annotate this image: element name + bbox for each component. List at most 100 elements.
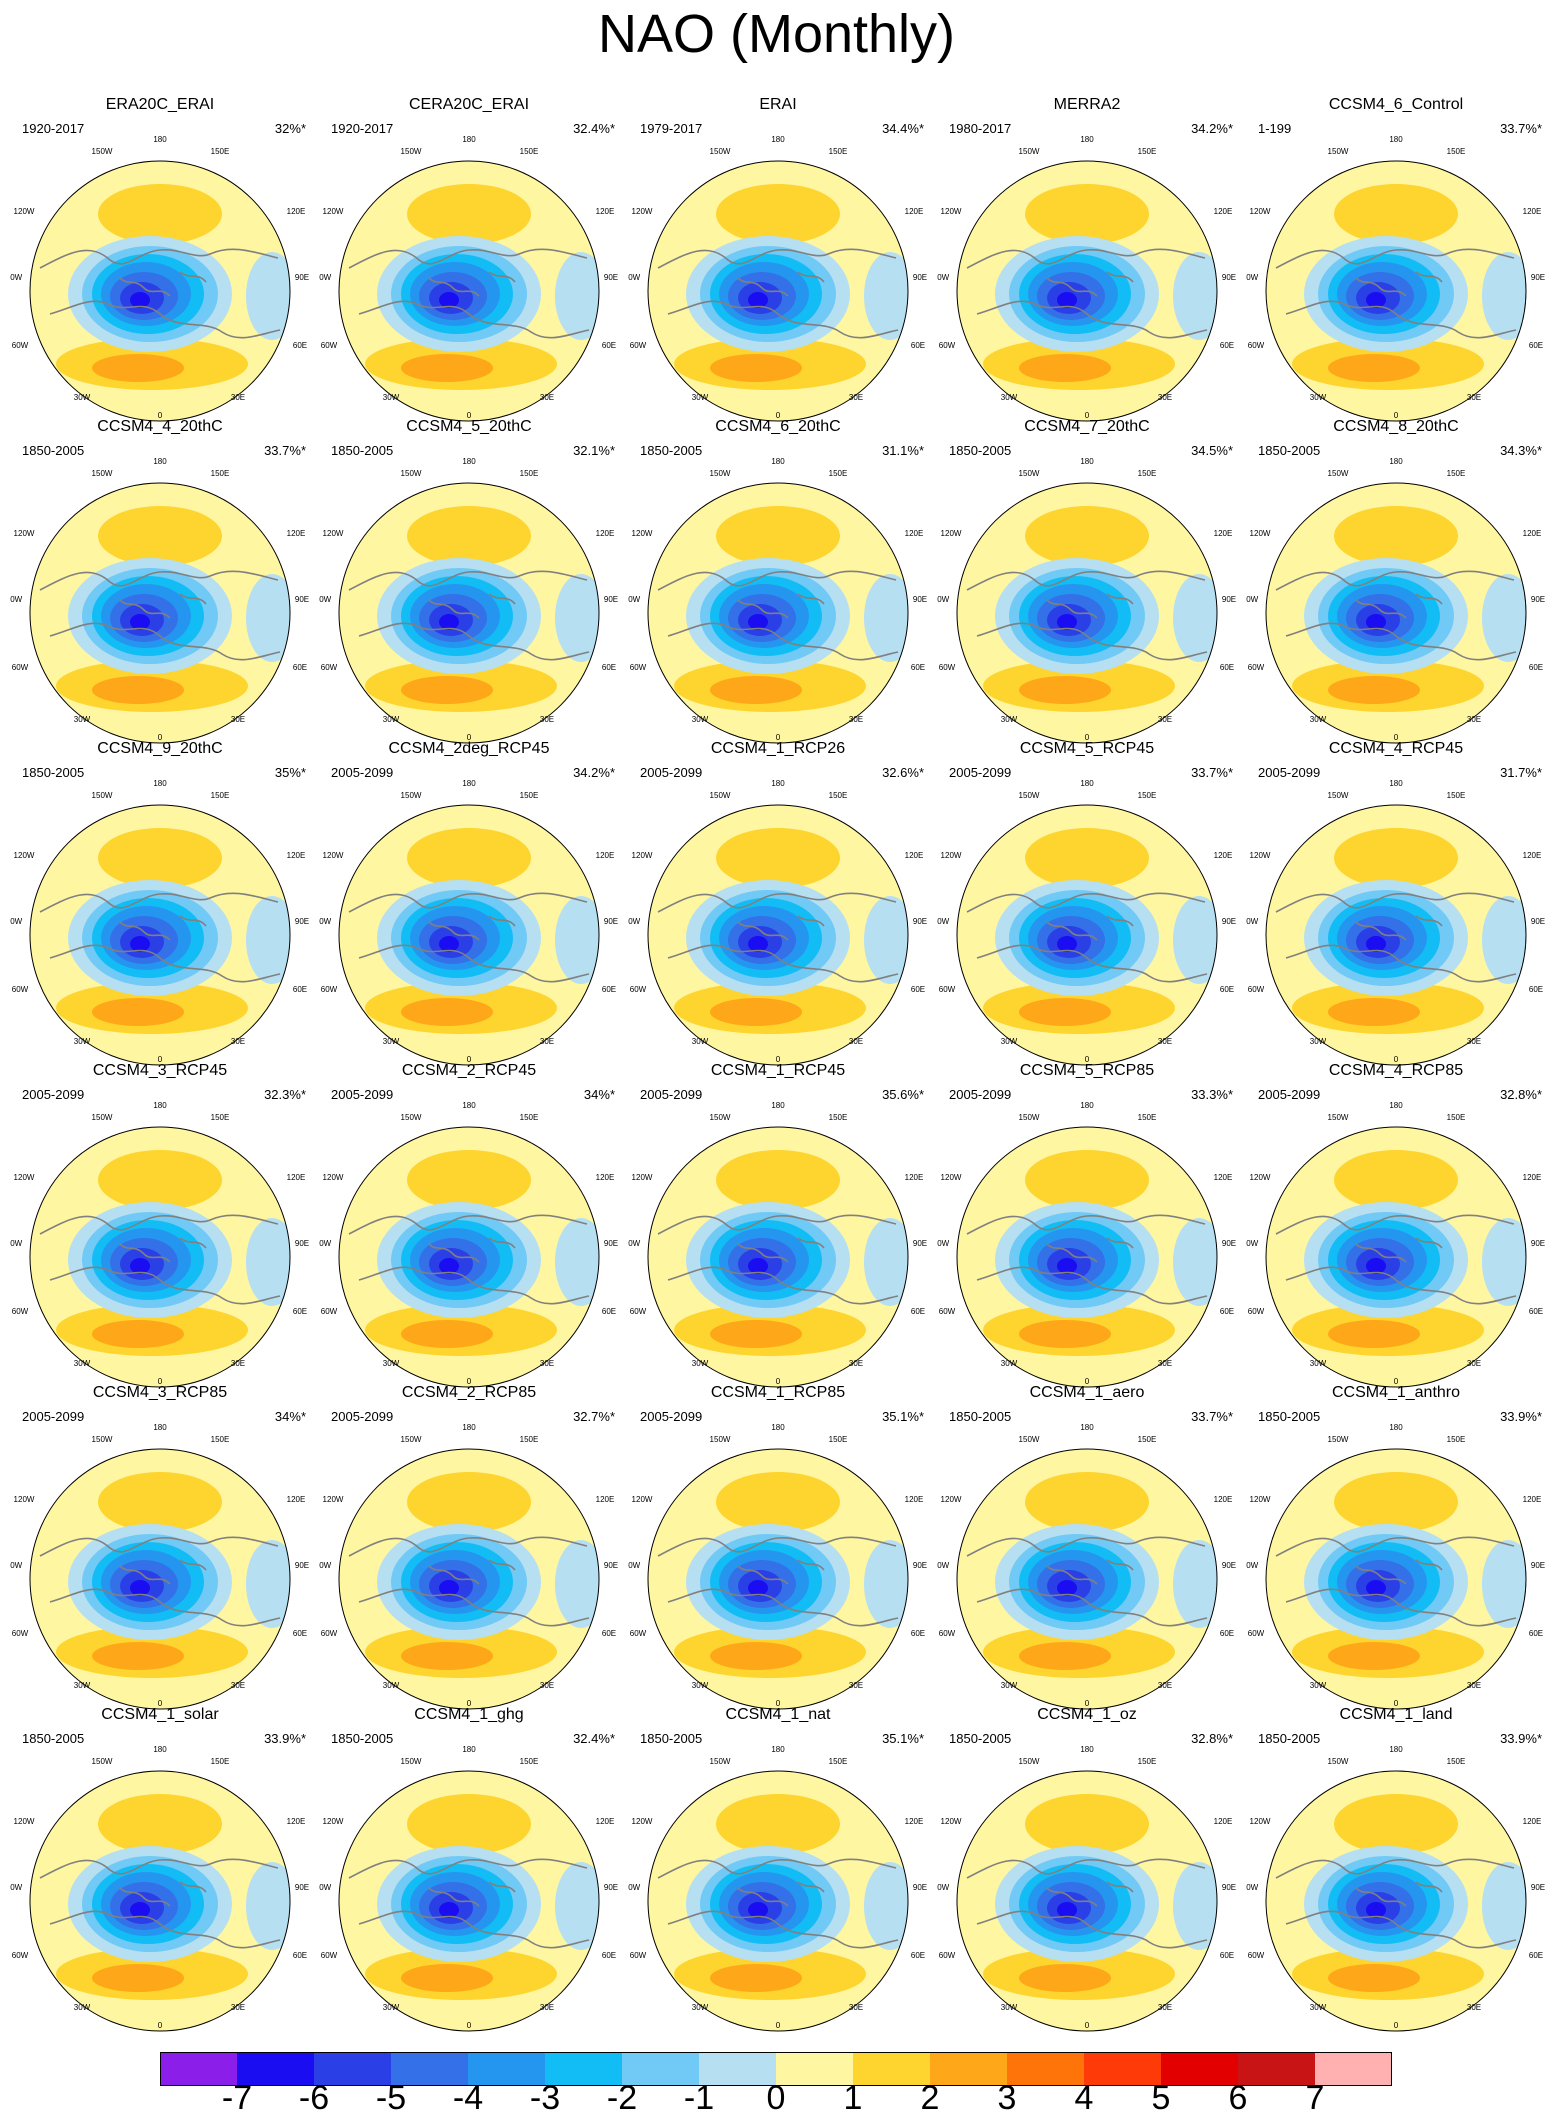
panel-period: 2005-2099 <box>640 765 703 780</box>
coastline <box>657 1214 899 1305</box>
map-boundary <box>1265 1448 1527 1710</box>
longitude-label: 150E <box>1447 1435 1466 1444</box>
negative-region-eurasia <box>864 1540 908 1628</box>
longitude-label: 30E <box>849 1037 863 1046</box>
map-panel: 180 150W 150E 120W 120E 90W 90E 60W 60E 30W 30E 0 CC… <box>10 418 310 744</box>
map-boundary <box>338 1770 600 2032</box>
panel-title: CCSM4_1_oz <box>1037 1706 1137 1723</box>
polar-map: 180 150W 150E 120W 120E 90W 90E 60W 60E 30W 30E 0 <box>10 1745 309 2032</box>
map-boundary <box>29 160 291 422</box>
longitude-label: 120E <box>1523 1495 1542 1504</box>
map-boundary <box>956 160 1218 422</box>
longitude-label: 30W <box>692 1037 709 1046</box>
panel-period: 1850-2005 <box>331 443 394 458</box>
longitude-label: 150E <box>1447 147 1466 156</box>
longitude-label: 30E <box>849 715 863 724</box>
longitude-label: 120E <box>287 207 306 216</box>
high-core-atlantic <box>92 354 184 382</box>
longitude-label: 180 <box>153 1423 167 1432</box>
longitude-label: 120W <box>323 1495 344 1504</box>
longitude-label: 60W <box>630 1951 647 1960</box>
longitude-label: 30E <box>540 393 554 402</box>
high-blob-pacific <box>716 828 840 888</box>
coastline <box>966 570 1208 661</box>
longitude-label: 60W <box>939 1307 956 1316</box>
longitude-label: 90E <box>604 1561 618 1570</box>
map-panel: 180 150W 150E 120W 120E 90W 90E 60W 60E 30W 30E 0 CC… <box>1246 1384 1546 1710</box>
negative-region-eurasia <box>1173 252 1217 340</box>
longitude-label: 30W <box>1310 715 1327 724</box>
longitude-label: 30W <box>74 1681 91 1690</box>
negative-region-eurasia <box>864 896 908 984</box>
longitude-label: 90E <box>1531 1239 1545 1248</box>
longitude-label: 60E <box>293 1307 307 1316</box>
panel-variance-percent: 32%* <box>274 121 306 136</box>
colorbar-label: -2 <box>606 2079 638 2117</box>
negative-region-eurasia <box>246 1540 290 1628</box>
longitude-label: 150W <box>401 469 422 478</box>
longitude-label: 30W <box>383 1681 400 1690</box>
contour-field <box>1266 805 1526 1065</box>
longitude-label: 90W <box>10 273 23 282</box>
longitude-label: 120W <box>632 1495 653 1504</box>
negative-region-eurasia <box>1482 1540 1526 1628</box>
coastline <box>348 1536 590 1627</box>
map-panel: 180 150W 150E 120W 120E 90W 90E 60W 60E 30W 30E 0 CC… <box>628 1384 928 1710</box>
longitude-label: 90E <box>604 917 618 926</box>
longitude-label: 150E <box>1138 1757 1157 1766</box>
longitude-label: 60W <box>12 985 29 994</box>
longitude-label: 30W <box>1001 1037 1018 1046</box>
coastline <box>1275 1858 1517 1949</box>
longitude-label: 0 <box>776 1377 781 1386</box>
polar-map: 180 150W 150E 120W 120E 90W 90E 60W 60E 30W 30E 0 <box>628 1101 927 1388</box>
longitude-label: 180 <box>462 135 476 144</box>
longitude-label: 120W <box>323 851 344 860</box>
longitude-label: 90E <box>604 273 618 282</box>
panel-period: 2005-2099 <box>640 1087 703 1102</box>
longitude-label: 0 <box>1394 1699 1399 1708</box>
contour-field <box>1266 483 1526 743</box>
longitude-label: 120E <box>1523 1817 1542 1826</box>
longitude-label: 120E <box>596 1817 615 1826</box>
low-core <box>130 614 150 630</box>
panel-title: ERA20C_ERAI <box>105 96 215 113</box>
high-blob-pacific <box>98 1472 222 1532</box>
longitude-label: 120W <box>14 1173 35 1182</box>
panel-variance-percent: 32.4%* <box>573 1731 615 1746</box>
high-core-atlantic <box>710 998 802 1026</box>
longitude-label: 60E <box>911 1307 925 1316</box>
panel-title: CCSM4_2_RCP45 <box>401 1062 537 1079</box>
low-core <box>748 1580 768 1596</box>
coastline <box>966 1214 1208 1305</box>
high-core-atlantic <box>1328 1642 1420 1670</box>
map-panel: 180 150W 150E 120W 120E 90W 90E 60W 60E 30W 30E 0 ER… <box>628 96 928 422</box>
longitude-label: 90W <box>937 273 950 282</box>
high-core-atlantic <box>92 1642 184 1670</box>
panel-period: 1-199 <box>1258 121 1292 136</box>
panel-title: CCSM4_1_RCP45 <box>710 1062 846 1079</box>
contour-field <box>339 1771 599 2031</box>
polar-map: 180 150W 150E 120W 120E 90W 90E 60W 60E 30W 30E 0 <box>1246 1423 1545 1710</box>
longitude-label: 30W <box>692 2003 709 2012</box>
longitude-label: 150W <box>1019 1757 1040 1766</box>
longitude-label: 120W <box>632 207 653 216</box>
high-blob-pacific <box>98 1150 222 1210</box>
longitude-label: 60W <box>939 1951 956 1960</box>
panel-period: 2005-2099 <box>949 1087 1012 1102</box>
longitude-label: 30W <box>1310 1359 1327 1368</box>
polar-map: 180 150W 150E 120W 120E 90W 90E 60W 60E 30W 30E 0 <box>628 779 927 1066</box>
longitude-label: 150E <box>1447 791 1466 800</box>
longitude-label: 90W <box>937 1239 950 1248</box>
high-core-atlantic <box>1328 998 1420 1026</box>
longitude-label: 150W <box>1328 147 1349 156</box>
colorbar-labels: -7 -6 -5 -4 -3 -2 -1 0 1 2 3 4 5 6 7 <box>0 2076 1553 2124</box>
longitude-label: 90E <box>1222 1561 1236 1570</box>
longitude-label: 150W <box>92 147 113 156</box>
polar-map: 180 150W 150E 120W 120E 90W 90E 60W 60E 30W 30E 0 <box>319 1745 618 2032</box>
longitude-label: 120W <box>1250 207 1271 216</box>
longitude-label: 120W <box>14 851 35 860</box>
coastline <box>1275 570 1517 661</box>
panel-period: 1979-2017 <box>640 121 703 136</box>
high-core-atlantic <box>1019 1964 1111 1992</box>
longitude-label: 150E <box>520 791 539 800</box>
